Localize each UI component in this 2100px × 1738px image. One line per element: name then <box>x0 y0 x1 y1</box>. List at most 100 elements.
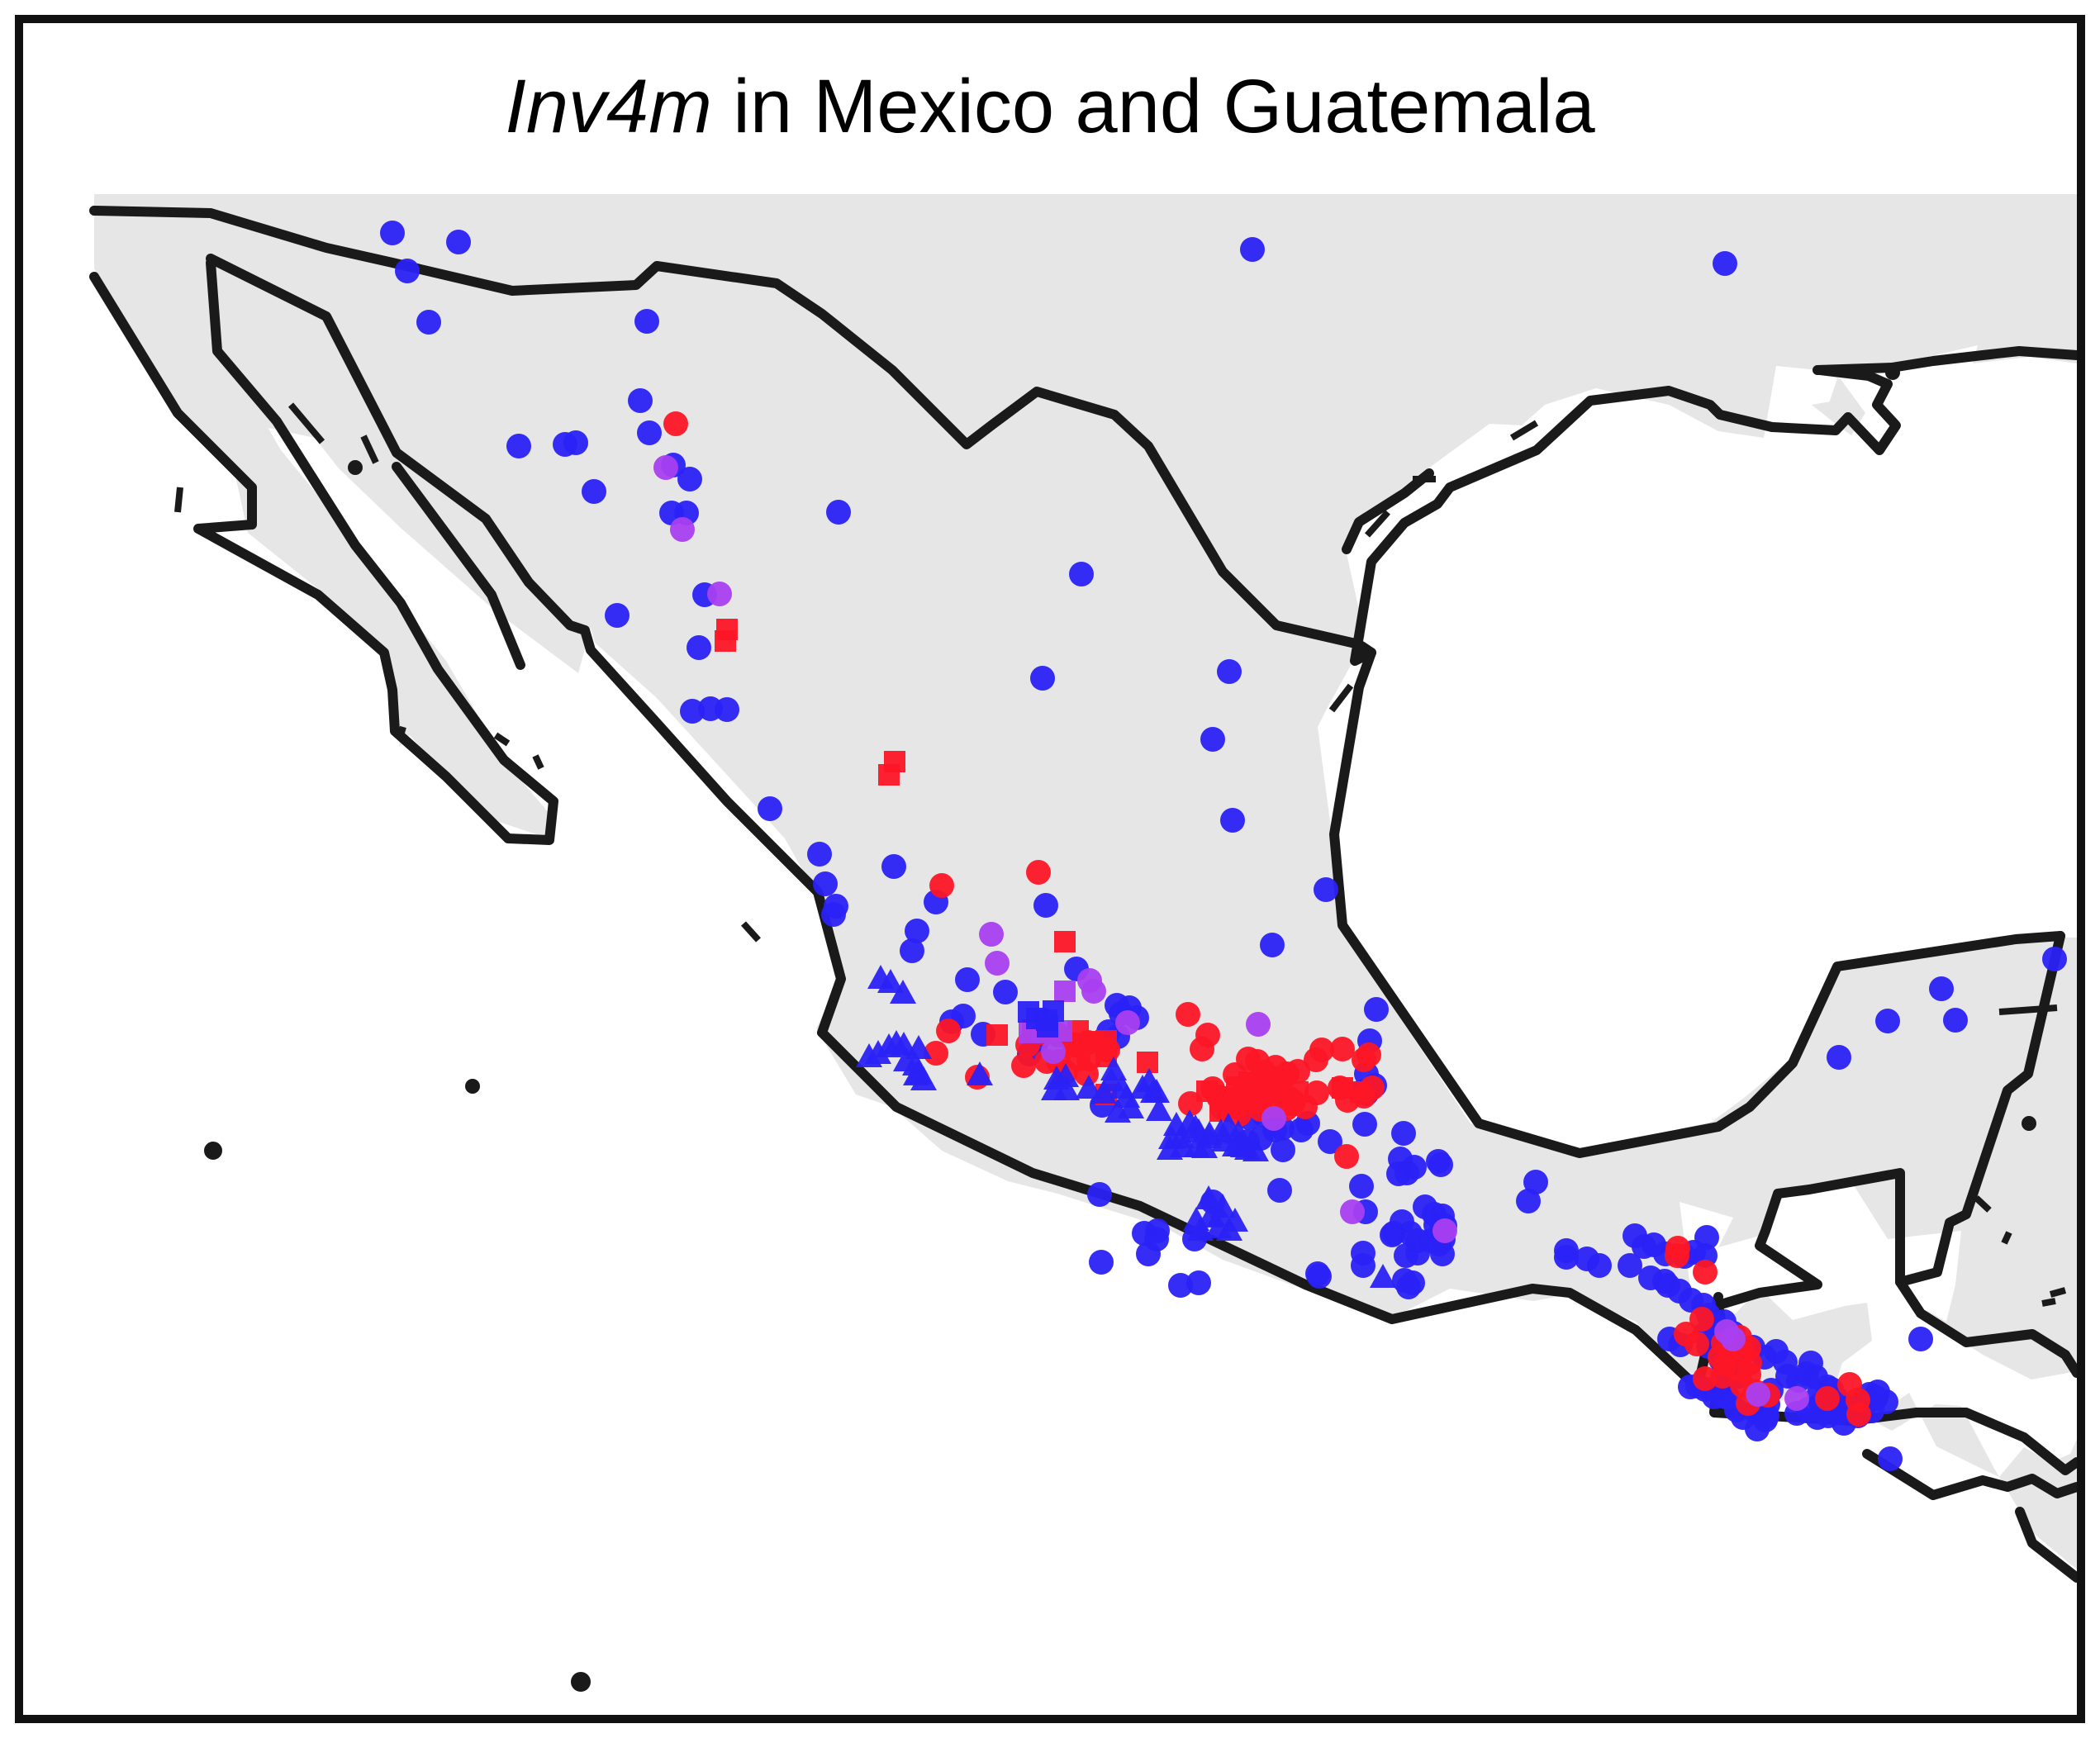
point-blue-circle <box>821 902 846 927</box>
point-blue-triangle <box>1109 1075 1135 1099</box>
point-purple-square <box>1054 981 1076 1002</box>
point-blue-circle <box>1575 1247 1599 1271</box>
point-blue-circle <box>637 420 662 445</box>
point-red-square <box>1332 1077 1353 1099</box>
point-purple-circle <box>1115 1010 1140 1035</box>
point-blue-triangle <box>1052 1063 1079 1087</box>
title-rest: in Mexico and Guatemala <box>733 64 1595 149</box>
island-20 <box>348 460 363 475</box>
point-blue-circle <box>1878 1446 1903 1471</box>
point-blue-square <box>1037 1016 1058 1038</box>
point-red-circle <box>936 1019 961 1043</box>
point-blue-circle <box>1168 1273 1193 1298</box>
point-blue-circle <box>955 967 980 992</box>
point-blue-triangle <box>1209 1194 1236 1218</box>
point-blue-circle <box>1132 1221 1157 1246</box>
point-red-circle <box>929 873 954 898</box>
point-purple-circle <box>979 922 1004 947</box>
island-19 <box>465 1079 480 1094</box>
point-blue-circle <box>1875 1009 1900 1033</box>
point-red-circle <box>663 411 688 436</box>
point-red-circle <box>1074 1061 1099 1086</box>
island-12 <box>1998 1004 2058 1015</box>
point-red-circle <box>1684 1332 1709 1356</box>
point-blue-circle <box>563 430 588 455</box>
point-blue-circle <box>1396 1275 1421 1299</box>
point-blue-triangle <box>891 1032 917 1056</box>
point-blue-circle <box>1943 1008 1968 1033</box>
island-17 <box>204 1142 222 1160</box>
island-10 <box>1365 510 1390 538</box>
point-blue-triangle <box>893 1047 919 1071</box>
point-red-square <box>1137 1052 1158 1073</box>
point-red-circle <box>1689 1307 1714 1332</box>
point-red-square <box>986 1024 1008 1046</box>
point-blue-circle <box>395 259 420 283</box>
point-blue-circle <box>1755 1403 1779 1428</box>
point-purple-circle <box>1081 979 1106 1004</box>
point-red-circle <box>924 1041 948 1066</box>
point-blue-circle <box>1087 1182 1112 1207</box>
point-blue-triangle <box>1100 1057 1127 1080</box>
island-8 <box>1328 683 1354 713</box>
point-red-square <box>1271 1077 1292 1099</box>
guatemala-salvador-border <box>1862 1449 2082 1500</box>
point-blue-circle <box>1318 1129 1342 1154</box>
point-blue-circle <box>687 635 711 660</box>
title-space <box>712 64 734 149</box>
point-blue-triangle <box>1143 1079 1170 1103</box>
island-15 <box>2049 1287 2067 1298</box>
point-blue-circle <box>1405 1228 1430 1253</box>
point-purple-circle <box>1340 1199 1365 1224</box>
island-14 <box>2001 1231 2012 1245</box>
point-blue-triangle <box>1076 1075 1102 1099</box>
point-blue-circle <box>1929 976 1954 1001</box>
point-blue-circle <box>1186 1270 1211 1295</box>
pacific-coast-mexico <box>813 887 1723 1393</box>
island-18 <box>571 1672 591 1692</box>
point-blue-circle <box>993 980 1018 1004</box>
point-blue-circle <box>1391 1121 1416 1146</box>
point-blue-circle <box>1217 659 1242 684</box>
point-red-circle <box>1665 1236 1690 1261</box>
point-red-square <box>715 630 736 652</box>
point-blue-circle <box>1030 666 1055 691</box>
point-red-square <box>1054 931 1076 952</box>
island-2 <box>360 434 379 464</box>
point-blue-circle <box>1402 1155 1427 1180</box>
point-blue-triangle <box>856 1043 882 1067</box>
point-blue-triangle <box>1222 1208 1248 1232</box>
point-blue-circle <box>1827 1045 1851 1070</box>
point-blue-circle <box>677 467 702 491</box>
point-blue-circle <box>680 699 705 724</box>
point-blue-circle <box>1516 1189 1541 1213</box>
point-blue-circle <box>1240 237 1265 262</box>
point-blue-circle <box>1364 997 1389 1022</box>
point-red-circle <box>1334 1144 1359 1169</box>
point-purple-circle <box>1784 1386 1809 1411</box>
point-blue-circle <box>1136 1242 1161 1266</box>
pacific-lower <box>2015 1507 2082 1583</box>
point-blue-circle <box>628 388 653 413</box>
point-blue-circle <box>1523 1170 1548 1194</box>
point-blue-triangle <box>967 1061 993 1085</box>
point-blue-triangle <box>1146 1097 1172 1121</box>
point-red-circle <box>1815 1386 1840 1411</box>
point-red-circle <box>1837 1372 1862 1397</box>
map-title: Inv4m in Mexico and Guatemala <box>505 64 1595 149</box>
point-blue-circle <box>446 230 471 254</box>
central-america-border <box>1895 1277 2082 1378</box>
point-blue-triangle <box>1242 1137 1269 1161</box>
point-blue-triangle <box>1370 1264 1396 1288</box>
point-blue-circle <box>1271 1137 1295 1162</box>
point-blue-circle <box>1260 933 1285 957</box>
point-red-square <box>1350 1081 1371 1103</box>
point-blue-circle <box>1428 1152 1453 1177</box>
point-blue-circle <box>1554 1238 1579 1263</box>
point-red-circle <box>1309 1038 1334 1062</box>
point-blue-circle <box>1908 1327 1933 1351</box>
point-blue-triangle <box>1195 1185 1222 1209</box>
point-blue-circle <box>1200 727 1225 752</box>
point-blue-circle <box>582 479 606 504</box>
